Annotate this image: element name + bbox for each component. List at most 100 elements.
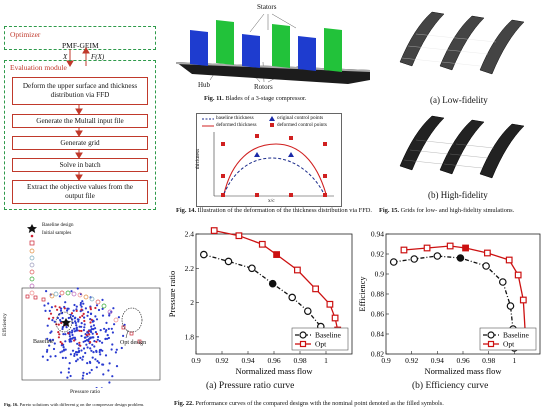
initial-sample-point (75, 327, 78, 330)
fig22-sub-b: (b) Efficiency curve (412, 381, 489, 391)
pressure-ratio-legend-opt-marker (299, 340, 307, 348)
step-grid: Generate grid (12, 136, 148, 150)
initial-sample-point (98, 350, 101, 354)
initial-sample-point (71, 315, 75, 318)
initial-sample-point (84, 339, 87, 343)
initial-sample-point (91, 332, 94, 335)
initial-sample-point (74, 316, 77, 319)
initial-sample-point (95, 387, 98, 388)
initial-sample-point (86, 362, 89, 365)
efficiency-opt-point (514, 271, 522, 279)
initial-sample-point (51, 338, 55, 341)
initial-sample-point (80, 322, 83, 325)
step-extract: Extract the objective values from the ou… (12, 180, 148, 204)
pressure-ratio-baseline-point (199, 250, 208, 259)
efficiency-x-tick-label: 0.9 (381, 356, 391, 365)
initial-sample-point (97, 308, 101, 312)
initial-sample-point (67, 367, 70, 370)
efficiency-y-tick-label: 0.9 (375, 270, 385, 279)
initial-sample-point (82, 355, 85, 358)
initial-sample-point (83, 319, 86, 323)
grid-high-fidelity (399, 115, 525, 179)
initial-sample-point (82, 371, 85, 374)
initial-sample-point (45, 350, 49, 353)
pressure-ratio-x-tick-label: 0.96 (267, 356, 280, 365)
efficiency-legend-opt-label: Opt (503, 340, 515, 349)
initial-sample-point (94, 306, 97, 310)
initial-sample-point (115, 365, 119, 368)
step-multall-input: Generate the Multall input file (12, 114, 148, 128)
pressure-ratio-baseline-point (248, 264, 256, 273)
initial-sample-point (64, 348, 67, 351)
initial-sample-point (56, 308, 59, 311)
initial-sample-point (57, 331, 60, 334)
initial-sample-point (59, 309, 63, 312)
efficiency-baseline-point (433, 252, 442, 260)
initial-sample-point (80, 329, 83, 333)
pressure-ratio-y-tick-label: 1.8 (185, 332, 195, 341)
fig15-sub-a: (a) Low-fidelity (430, 95, 488, 105)
fig22-sub-a: (a) Pressure ratio curve (206, 381, 295, 391)
initial-sample-point (115, 348, 118, 351)
initial-sample-point (48, 344, 51, 347)
initial-sample-point (59, 340, 62, 344)
initial-sample-point (108, 314, 111, 317)
initial-sample-point (67, 371, 70, 374)
initial-sample-point (66, 309, 69, 312)
initial-sample-point (97, 361, 101, 364)
initial-sample-point (53, 342, 56, 345)
initial-sample-point (73, 336, 76, 339)
initial-sample-point (47, 302, 50, 305)
rotor-blades (190, 30, 316, 71)
initial-sample-point (79, 301, 82, 305)
initial-sample-point (102, 373, 105, 376)
efficiency-x-tick-label: 0.98 (482, 356, 495, 365)
initial-sample-point (76, 287, 79, 290)
efficiency-opt-point (423, 244, 431, 252)
fig14-caption: Fig. 14. Illustration of the deformation… (176, 207, 372, 214)
pressure-ratio-legend-opt-label: Opt (315, 340, 327, 349)
fig15-sub-b: (b) High-fidelity (428, 190, 488, 200)
pressure-ratio-opt-point-nominal (273, 251, 281, 258)
fig16-opt-label: Opt design (120, 340, 147, 346)
initial-sample-point (75, 309, 78, 312)
x-label: X (63, 53, 68, 61)
initial-sample-point (101, 349, 104, 352)
pressure-ratio-baseline-point (224, 257, 233, 266)
initial-sample-point (86, 346, 89, 349)
initial-sample-point (57, 323, 60, 326)
initial-sample-point (65, 326, 68, 329)
initial-samples-cloud (41, 287, 126, 388)
initial-sample-point (46, 324, 49, 327)
initial-sample-point (43, 304, 46, 307)
efficiency-x-axis-title: Normalized mass flow (425, 366, 503, 376)
efficiency-opt-point (483, 249, 491, 257)
flowchart-arrows (66, 47, 90, 181)
initial-sample-point (95, 366, 98, 369)
initial-sample-point (83, 336, 86, 339)
initial-sample-point (52, 316, 55, 319)
fig11-caption: Fig. 11. Blades of a 3-stage compressor. (204, 95, 306, 102)
initial-sample-point (92, 351, 95, 354)
initial-sample-point (62, 333, 65, 336)
initial-sample-point (64, 340, 67, 343)
fig16-legend-initial-samples: Initial samples (42, 231, 72, 236)
initial-sample-point (63, 307, 66, 310)
initial-sample-point (75, 360, 78, 363)
pressure-ratio-y-tick-label: 2.4 (185, 230, 195, 239)
pressure-ratio-x-tick-label: 0.98 (293, 356, 306, 365)
fig14-legend-marks (202, 116, 275, 127)
initial-sample-point (71, 329, 74, 332)
initial-sample-point (111, 375, 114, 378)
initial-sample-point (108, 362, 111, 365)
initial-sample-point (95, 304, 99, 307)
pressure-ratio-y-tick-label: 2 (190, 298, 194, 307)
initial-sample-point (70, 337, 74, 340)
fig14-caption-num: Fig. 14. (176, 207, 197, 214)
initial-sample-point (59, 351, 62, 354)
initial-sample-point (90, 349, 93, 352)
initial-sample-point (79, 356, 82, 359)
efficiency-opt-point (519, 296, 527, 304)
initial-sample-point (111, 331, 114, 334)
initial-sample-point (89, 306, 92, 309)
